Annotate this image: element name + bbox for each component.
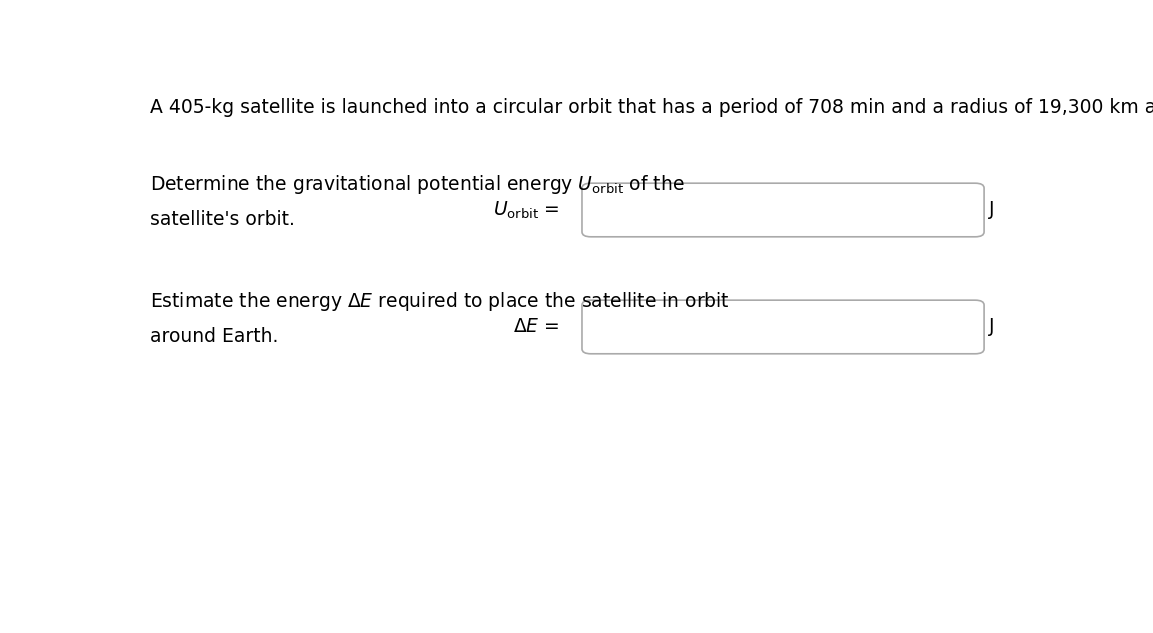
FancyBboxPatch shape (582, 300, 985, 354)
Text: J: J (988, 201, 994, 220)
FancyBboxPatch shape (582, 183, 985, 237)
Text: J: J (988, 318, 994, 337)
Text: around Earth.: around Earth. (150, 327, 279, 346)
Text: satellite's orbit.: satellite's orbit. (150, 210, 295, 229)
Text: Determine the gravitational potential energy $U_{\mathrm{orbit}}$ of the: Determine the gravitational potential en… (150, 173, 685, 196)
Text: $\Delta E$ =: $\Delta E$ = (513, 318, 559, 337)
Text: $U_{\mathrm{orbit}}$ =: $U_{\mathrm{orbit}}$ = (493, 199, 559, 221)
Text: A 405-kg satellite is launched into a circular orbit that has a period of 708 mi: A 405-kg satellite is launched into a ci… (150, 98, 1153, 117)
Text: Estimate the energy $\Delta E$ required to place the satellite in orbit: Estimate the energy $\Delta E$ required … (150, 291, 730, 313)
